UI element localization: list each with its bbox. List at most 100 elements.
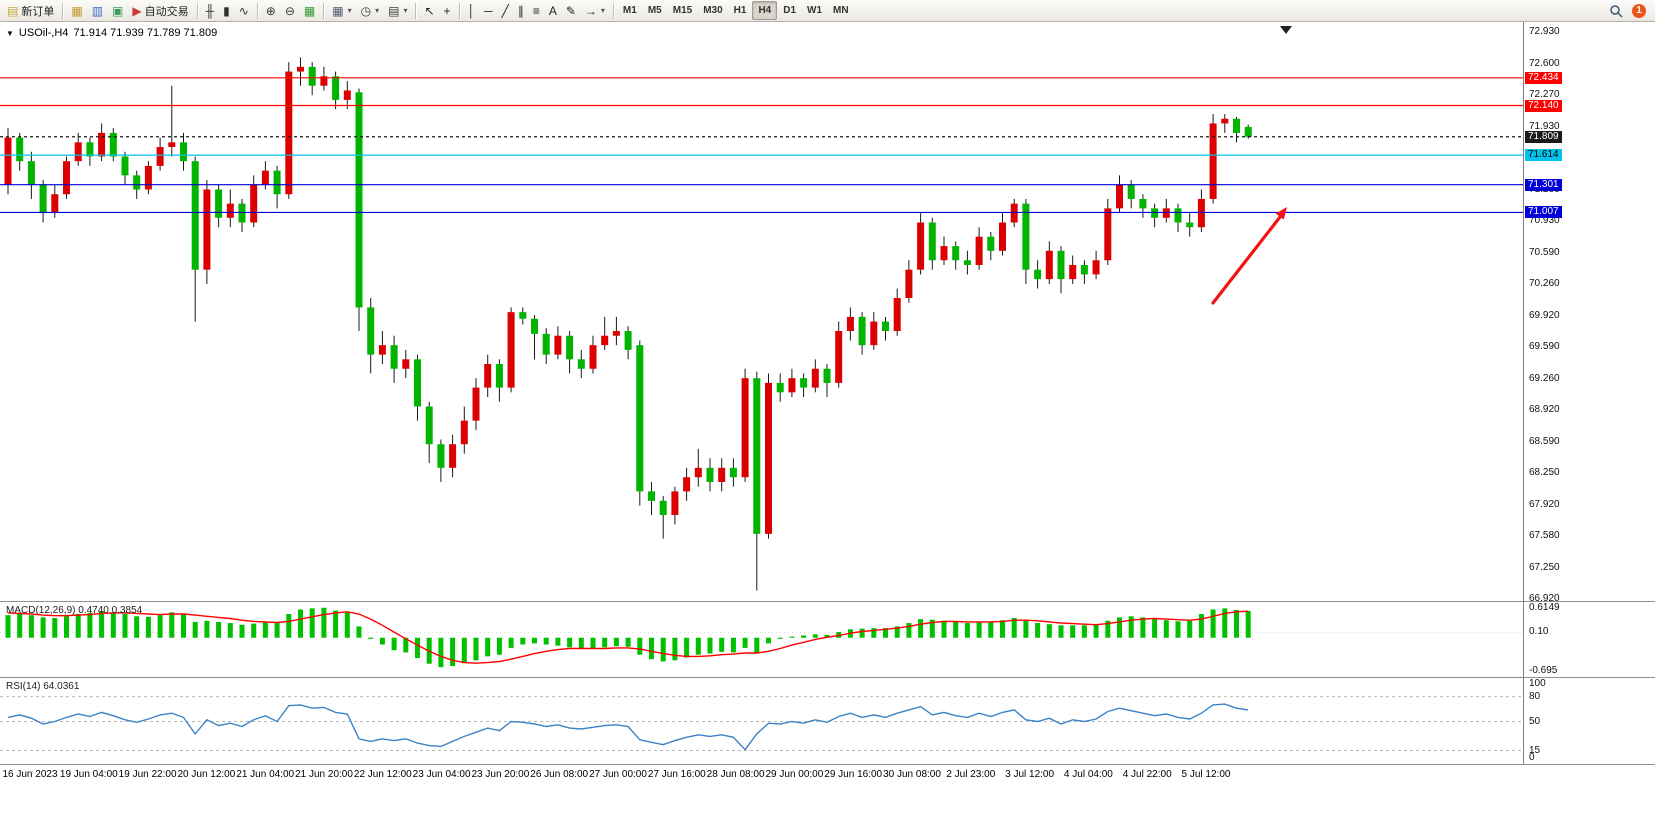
macd-histogram (5, 607, 1251, 668)
candle (811, 368, 819, 388)
trendline-button[interactable]: ╱ (498, 1, 513, 20)
new-chart-button[interactable]: ▦ ▾ (328, 1, 355, 20)
new-chart-icon: ▦ (332, 3, 344, 18)
time-label: 29 Jun 16:00 (824, 769, 883, 780)
time-label: 23 Jun 20:00 (471, 769, 530, 780)
time-label: 3 Jul 12:00 (1005, 769, 1055, 780)
candle (753, 378, 761, 534)
crosshair-button[interactable]: + (440, 1, 455, 20)
vertical-line-button[interactable]: │ (464, 1, 480, 20)
candle (1174, 208, 1182, 223)
price-axis-tick: 72.930 (1529, 26, 1560, 37)
time-axis[interactable]: 16 Jun 2023 19 Jun 04:00 19 Jun 22:00 20 Ju… (0, 764, 1655, 829)
zoom-out-icon: ⊖ (284, 3, 295, 18)
cursor-button[interactable]: ↖ (420, 1, 438, 20)
timeframe-m15-button[interactable]: M15 (672, 5, 693, 16)
price-chart[interactable] (0, 22, 1523, 601)
fibonacci-button[interactable]: ≡ (529, 1, 544, 20)
timeframe-m1-button[interactable]: M1 (622, 5, 637, 16)
candle (694, 467, 702, 478)
candle (882, 321, 889, 332)
horizontal-line-button[interactable]: ─ (480, 1, 497, 20)
line-chart-button[interactable]: ∿ (235, 1, 253, 20)
candlestick-button[interactable]: ▮ (219, 1, 234, 20)
search-button[interactable] (1605, 1, 1627, 20)
candle (472, 387, 480, 421)
tile-windows-button[interactable]: ▦ (300, 1, 319, 20)
candle (1034, 269, 1042, 280)
candle (1045, 250, 1053, 280)
timeframe-m5-button[interactable]: M5 (647, 5, 662, 16)
time-label: 19 Jun 22:00 (118, 769, 177, 780)
label-icon: ✎ (565, 3, 576, 18)
price-axis-tick: 71.930 (1529, 120, 1560, 132)
timeframe-h1-button[interactable]: H1 (733, 5, 747, 16)
text-button[interactable]: A (545, 1, 561, 20)
candle (261, 170, 269, 185)
candle (741, 378, 749, 478)
charts-window-button[interactable]: ▦ (67, 1, 86, 20)
timeframe-m30-button[interactable]: M30 (703, 5, 723, 16)
shapes-button[interactable]: → ▾ (581, 1, 609, 20)
price-axis[interactable]: 72.93072.60072.27071.93071.61071.28070.9… (1524, 22, 1655, 604)
vertical-line-icon: │ (467, 3, 476, 18)
candle (671, 491, 679, 515)
candle (1221, 118, 1229, 124)
candle (86, 142, 94, 157)
ohlc-values: 71.914 71.939 71.789 71.809 (73, 27, 218, 39)
market-watch-button[interactable]: ▥ (88, 1, 107, 20)
profiles-button[interactable]: ◷ ▾ (357, 1, 384, 20)
candle (308, 66, 316, 86)
text-icon: A (548, 3, 557, 18)
price-label-box: 72.434 (1525, 71, 1562, 84)
auto-trading-button[interactable]: ▶ 自动交易 (128, 1, 192, 20)
candle (952, 246, 960, 261)
candle (1162, 208, 1170, 218)
chevron-down-icon: ▾ (347, 6, 352, 15)
auto-trading-button-label: 自动交易 (144, 5, 189, 18)
candle (636, 345, 644, 492)
rsi-line (7, 703, 1249, 751)
timeframe-h4-button[interactable]: H4 (752, 1, 778, 20)
candle (215, 189, 223, 218)
macd-axis: 0.6149 0.10 -0.695 (1524, 602, 1655, 677)
candle (343, 90, 351, 100)
candle (1209, 123, 1217, 199)
timeframe-w1-button[interactable]: W1 (807, 5, 823, 16)
candle (940, 246, 948, 261)
notification-badge[interactable]: 1 (1632, 3, 1646, 18)
zoom-out-button[interactable]: ⊖ (281, 1, 299, 20)
candle (226, 203, 234, 218)
candle (589, 345, 597, 369)
candle (612, 331, 620, 336)
price-axis-tick: 68.590 (1529, 435, 1560, 447)
zoom-in-button[interactable]: ⊕ (262, 1, 280, 20)
data-window-button[interactable]: ▣ (108, 1, 127, 20)
price-label-box: 72.140 (1525, 99, 1562, 112)
templates-button[interactable]: ▤ ▾ (384, 1, 411, 20)
chevron-down-icon: ▾ (600, 6, 605, 15)
candle (542, 333, 550, 355)
channel-button[interactable]: ∥ (514, 1, 528, 20)
chart-shift-marker[interactable] (1280, 26, 1292, 34)
arrow-tools-icon: → (584, 3, 597, 18)
new-order-button[interactable]: ▤ 新订单 (3, 1, 58, 20)
candle (121, 156, 129, 176)
chart-collapse-icon[interactable]: ▼ (6, 28, 14, 38)
candle (39, 184, 47, 214)
candle (683, 477, 691, 492)
price-axis-tick: 70.590 (1529, 246, 1560, 258)
time-label: 4 Jul 04:00 (1063, 769, 1113, 780)
cursor-icon: ↖ (424, 3, 435, 18)
candle (1127, 184, 1135, 199)
toolbar-separator (196, 2, 198, 19)
candle (1022, 203, 1030, 270)
candle (729, 467, 737, 478)
candle (507, 312, 515, 388)
timeframe-d1-button[interactable]: D1 (783, 5, 797, 16)
timeframe-mn-button[interactable]: MN (833, 5, 849, 16)
time-label: 30 Jun 08:00 (883, 769, 941, 780)
bar-chart-button[interactable]: ╫ (202, 1, 219, 20)
label-button[interactable]: ✎ (562, 1, 580, 20)
